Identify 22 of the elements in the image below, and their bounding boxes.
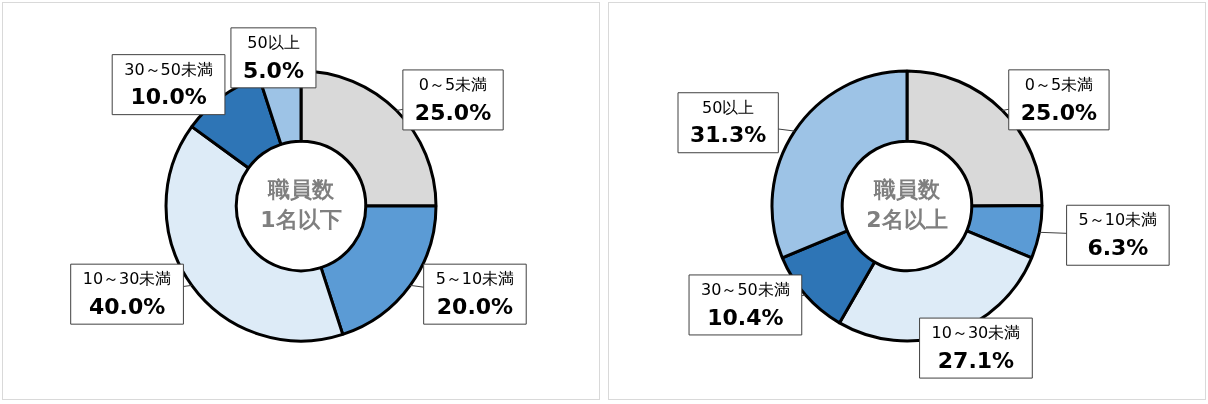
text: 職員数 2名以上 xyxy=(866,176,948,232)
data-label: 31.3% xyxy=(690,122,767,148)
slice-label: 5～10未満 xyxy=(1078,210,1158,230)
data-label: 10.4% xyxy=(707,304,784,330)
data-label: 40.0% xyxy=(88,293,166,319)
data-label: 25.0% xyxy=(414,99,492,125)
slice-label: 50以上 xyxy=(701,97,755,117)
data-label: 10.0% xyxy=(130,84,207,110)
data-label: 25.0% xyxy=(1020,99,1098,125)
slice-label: 50以上 xyxy=(247,33,300,52)
text: 職員数 1名以下 xyxy=(260,176,342,232)
slice-label: 30～50未満 xyxy=(124,59,213,79)
slice-label: 0～5未満 xyxy=(1024,75,1094,95)
slice-label: 10～30未満 xyxy=(931,323,1021,343)
slice-label: 30～50未満 xyxy=(701,280,790,300)
slice-label: 5～10未満 xyxy=(435,269,515,289)
data-label: 20.0% xyxy=(436,293,514,319)
data-label: 6.3% xyxy=(1087,234,1149,260)
slice-label: 10～30未満 xyxy=(82,269,172,289)
data-label: 5.0% xyxy=(242,57,304,83)
slice-label: 0～5未満 xyxy=(418,75,488,95)
data-label: 27.1% xyxy=(937,347,1015,373)
